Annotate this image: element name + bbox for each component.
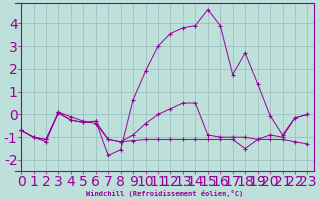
X-axis label: Windchill (Refroidissement éolien,°C): Windchill (Refroidissement éolien,°C) xyxy=(86,190,243,197)
